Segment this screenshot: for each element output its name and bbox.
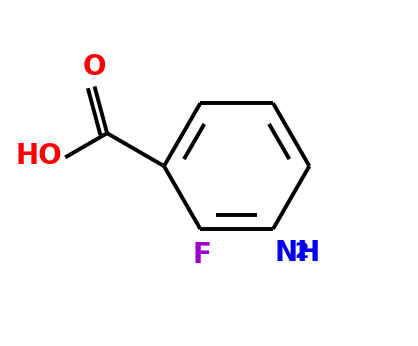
Text: O: O (83, 53, 106, 81)
Text: F: F (193, 241, 212, 269)
Text: 2: 2 (295, 242, 309, 262)
Text: HO: HO (16, 142, 62, 170)
Text: NH: NH (275, 239, 321, 267)
